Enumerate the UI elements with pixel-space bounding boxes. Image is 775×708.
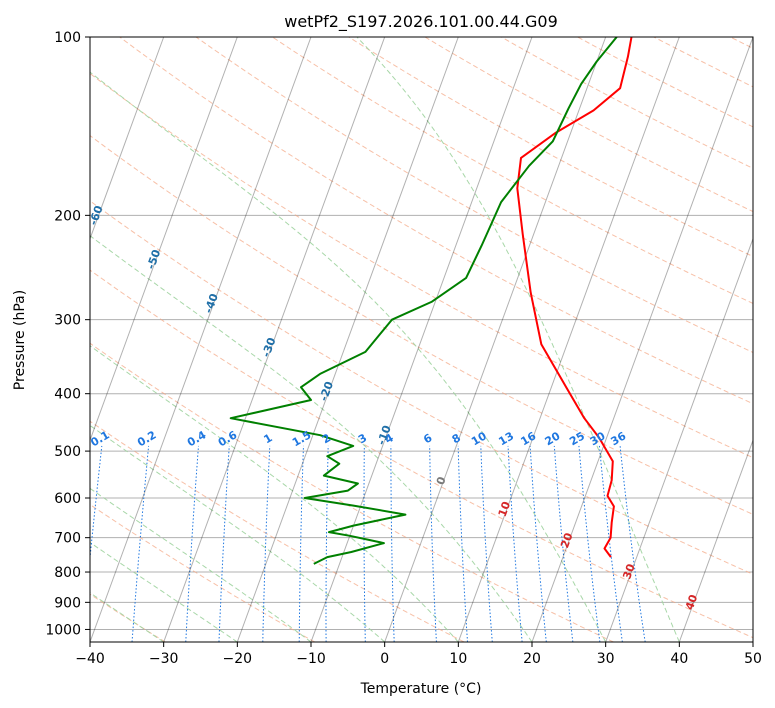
isotherm (163, 37, 386, 642)
x-tick-label: 10 (449, 651, 467, 667)
isotherm (236, 37, 459, 642)
mixing-ratio-line (480, 445, 493, 642)
moist-adiabat (90, 592, 164, 642)
isotherm (457, 37, 680, 642)
mixing-ratio-line (131, 445, 150, 642)
sounding-profiles (229, 37, 633, 565)
y-tick-label: 900 (54, 595, 81, 611)
mixing-ratio-line (598, 445, 623, 642)
isotherm-label: 40 (683, 593, 701, 612)
x-axis-label: Temperature (°C) (360, 681, 482, 697)
plot-frame (89, 36, 754, 643)
y-tick-label: 600 (54, 491, 81, 507)
moist-adiabat (90, 71, 607, 642)
plot-area: -100-90-80-70-60-50-40-30-20-10010203040… (90, 37, 753, 642)
moist-adiabat (90, 424, 386, 642)
x-tick-label: 0 (380, 651, 389, 667)
mixing-ratio-line (457, 445, 468, 642)
mixing-ratio-line (298, 445, 304, 642)
moist-adiabat (90, 345, 459, 642)
mixing-ratio-lines (90, 445, 646, 642)
mixing-ratio-line (325, 445, 329, 642)
x-tick-label: −20 (223, 651, 253, 667)
dry-adiabat (90, 269, 753, 639)
isotherm-label: 10 (496, 499, 514, 518)
y-axis-label: Pressure (hPa) (12, 290, 28, 390)
isotherm (310, 37, 533, 642)
dry-adiabat (90, 72, 753, 459)
mixing-ratio-line (262, 445, 271, 642)
x-tick-label: −40 (75, 651, 105, 667)
y-tick-label: 100 (54, 30, 81, 46)
moist-adiabat (356, 37, 680, 642)
isotherms (90, 37, 753, 642)
dry-adiabat (119, 37, 753, 405)
y-axis-ticks: 100 200 300 400 500 600 700 800 900 1000 (45, 30, 90, 638)
isotherm (531, 37, 753, 642)
isotherm (90, 37, 238, 442)
x-tick-label: −10 (296, 651, 326, 667)
isotherm (90, 37, 312, 642)
y-tick-label: 800 (54, 565, 81, 581)
dry-adiabat (90, 420, 465, 642)
dry-adiabats (90, 37, 753, 642)
y-tick-label: 300 (54, 313, 81, 329)
moist-adiabat (90, 235, 533, 642)
mixing-ratio-line (363, 445, 366, 642)
isotherm (90, 37, 165, 241)
isotherm (678, 438, 753, 642)
x-tick-label: 40 (670, 651, 688, 667)
x-tick-label: 20 (523, 651, 541, 667)
chart-title: wetPf2_S197.2026.101.00.44.G09 (284, 12, 558, 32)
mixing-ratio-line (529, 445, 547, 642)
x-tick-label: 50 (744, 651, 762, 667)
mixing-ratio-line (507, 445, 523, 642)
mixing-ratio-line (619, 445, 646, 642)
isotherm (605, 237, 753, 642)
moist-adiabat (90, 541, 238, 642)
moist-adiabats (90, 37, 680, 642)
isotherm (384, 37, 607, 642)
x-tick-label: −30 (149, 651, 179, 667)
x-axis-ticks: −40 −30 −20 −10 0 10 20 30 40 50 (75, 642, 762, 667)
isotherm-label: 30 (620, 562, 638, 581)
dry-adiabat (272, 37, 753, 304)
dry-adiabat (90, 200, 753, 575)
mixing-ratio-line (429, 445, 437, 642)
dry-adiabat (90, 503, 315, 642)
y-tick-label: 200 (54, 208, 81, 224)
x-tick-label: 30 (597, 651, 615, 667)
y-tick-label: 500 (54, 444, 81, 460)
mixing-ratio-line (390, 445, 395, 642)
mixing-ratio-line (185, 445, 199, 642)
isotherm-label: 20 (558, 531, 576, 550)
y-tick-label: 1000 (45, 622, 81, 638)
pressure-gridlines (90, 37, 753, 630)
temperature-profile (516, 37, 633, 558)
mixing-ratio-line (218, 445, 230, 642)
y-tick-label: 700 (54, 531, 81, 547)
y-tick-label: 400 (54, 387, 81, 403)
dry-adiabat (90, 342, 614, 642)
isotherm-label: 0 (434, 475, 449, 487)
dewpoint-profile (229, 37, 618, 565)
